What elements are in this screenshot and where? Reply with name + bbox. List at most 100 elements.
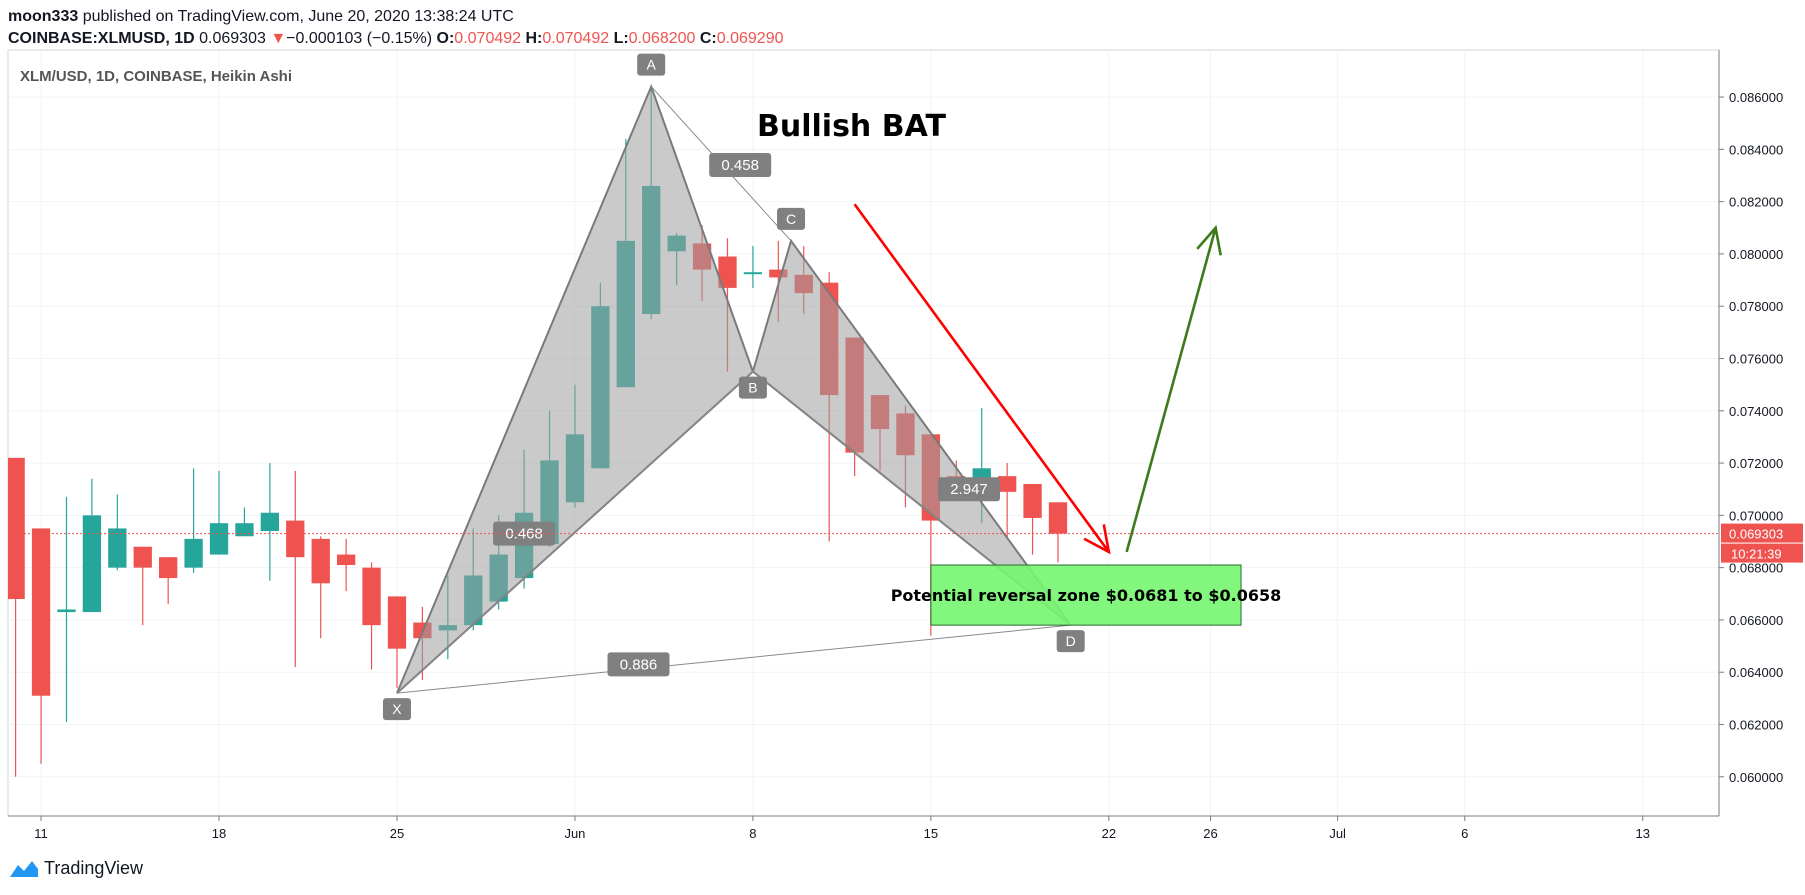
- candle-body: [336, 554, 356, 566]
- point-label-box[interactable]: [382, 698, 411, 721]
- down-arrow-icon: ▼: [270, 30, 287, 47]
- point-label-box[interactable]: [777, 207, 806, 230]
- price-tick-label: 0.060000: [1729, 770, 1783, 785]
- pattern-ratio-line: [396, 371, 754, 694]
- symbol-name: COINBASE:XLMUSD, 1D: [8, 30, 195, 47]
- footer: TradingView: [8, 858, 143, 879]
- brand-name[interactable]: TradingView: [44, 858, 144, 878]
- price-tick-label: 0.064000: [1729, 665, 1783, 680]
- reversal-zone[interactable]: [930, 564, 1242, 626]
- time-tick-label: 11: [34, 826, 48, 841]
- candle-body: [718, 256, 737, 288]
- pattern-title: Bullish BAT: [757, 109, 946, 144]
- point-label-box[interactable]: [1056, 630, 1085, 653]
- price-tick-label: 0.070000: [1729, 508, 1783, 523]
- ratio-label: 0.886: [620, 656, 658, 673]
- price-tick-label: 0.066000: [1729, 613, 1783, 628]
- countdown-label: 10:21:39: [1731, 547, 1782, 562]
- time-tick-label: 8: [749, 826, 756, 841]
- time-tick-label: 6: [1461, 826, 1468, 841]
- ratio-label: 0.468: [505, 526, 543, 543]
- candle-body: [159, 557, 178, 579]
- bat-pattern: X A B C D 0.458 0.468 2.947 0.886: [382, 53, 1085, 721]
- green-arrow-shaft: [1125, 227, 1217, 553]
- open-label: O:: [436, 30, 455, 47]
- candle-body: [82, 515, 102, 613]
- countdown-tag: [1721, 543, 1803, 563]
- candle-body: [133, 546, 152, 568]
- candle-body: [387, 596, 407, 649]
- point-label-box[interactable]: [637, 53, 666, 76]
- price-tick-label: 0.084000: [1729, 142, 1783, 157]
- close-value: 0.069290: [716, 30, 784, 47]
- author-name[interactable]: moon333: [8, 8, 79, 25]
- red-arrow-head: [1083, 524, 1111, 555]
- candle-body: [997, 476, 1017, 492]
- ratio-label: 2.947: [950, 481, 988, 498]
- price-change: −0.000103 (−0.15%): [286, 30, 433, 47]
- candle-body: [31, 528, 51, 696]
- tradingview-logo-icon[interactable]: [8, 859, 40, 879]
- candle-body: [184, 538, 203, 568]
- candle-body: [260, 512, 280, 532]
- price-tick-label: 0.074000: [1729, 404, 1783, 419]
- candle-body: [8, 457, 25, 600]
- ratio-label: 0.458: [721, 157, 759, 174]
- ratio-label-box[interactable]: [607, 652, 670, 677]
- symbol-line: COINBASE:XLMUSD, 1D 0.069303 ▼−0.000103 …: [8, 28, 783, 50]
- candle-body: [235, 523, 254, 537]
- price-tick-label: 0.080000: [1729, 247, 1783, 262]
- price-tick-label: 0.078000: [1729, 299, 1783, 314]
- last-price-tag: [1721, 523, 1803, 543]
- low-label: L:: [613, 30, 629, 47]
- candle-body: [1048, 502, 1068, 534]
- candle-body: [311, 538, 330, 584]
- price-tick-label: 0.076000: [1729, 351, 1783, 366]
- candle-body: [743, 272, 763, 275]
- time-tick-label: 25: [390, 826, 404, 841]
- price-tick-label: 0.062000: [1729, 717, 1783, 732]
- grid: [8, 50, 1719, 816]
- candle-body: [209, 523, 229, 555]
- point-label-a: A: [647, 57, 657, 73]
- candle-body: [57, 609, 76, 613]
- high-value: 0.070492: [542, 30, 610, 47]
- ratio-label-box[interactable]: [938, 477, 1001, 502]
- point-label-x: X: [392, 701, 402, 717]
- published-text: published on TradingView.com, June 20, 2…: [82, 8, 514, 25]
- low-value: 0.068200: [628, 30, 696, 47]
- chart-title: XLM/USD, 1D, COINBASE, Heikin Ashi: [20, 68, 292, 85]
- price-tick-label: 0.086000: [1729, 90, 1783, 105]
- point-label-b: B: [748, 380, 757, 396]
- price-tick-label: 0.082000: [1729, 195, 1783, 210]
- point-label-c: C: [786, 211, 796, 227]
- chart-header: moon333 published on TradingView.com, Ju…: [8, 6, 783, 50]
- close-label: C:: [699, 30, 717, 47]
- time-tick-label: 18: [212, 826, 226, 841]
- candle-body: [108, 528, 127, 568]
- point-label-box[interactable]: [738, 376, 767, 399]
- open-value: 0.070492: [454, 30, 522, 47]
- ratio-label-box[interactable]: [709, 153, 772, 178]
- time-axis[interactable]: 11 18 25 Jun 8 15 22 26 Jul 6 13: [8, 815, 1719, 841]
- time-tick-label: Jun: [564, 826, 585, 841]
- high-label: H:: [525, 30, 543, 47]
- reversal-zone-label: Potential reversal zone $0.0681 to $0.06…: [891, 586, 1282, 605]
- candle-body: [1023, 483, 1042, 518]
- time-tick-label: 13: [1635, 826, 1649, 841]
- time-tick-label: 15: [924, 826, 938, 841]
- price-tick-label: 0.072000: [1729, 456, 1783, 471]
- pattern-ratio-line: [396, 624, 1071, 694]
- time-tick-label: 26: [1203, 826, 1217, 841]
- current-price: 0.069303: [199, 30, 266, 47]
- candle-body: [362, 567, 381, 626]
- last-price-label: 0.069303: [1729, 527, 1783, 542]
- candle-body: [769, 269, 788, 278]
- candle-body: [286, 520, 305, 558]
- price-tick-label: 0.068000: [1729, 561, 1783, 576]
- publish-line: moon333 published on TradingView.com, Ju…: [8, 6, 783, 28]
- price-axis[interactable]: 0.086000 0.084000 0.082000 0.080000 0.078000…: [1718, 50, 1803, 816]
- overlay: Potential reversal zone $0.0681 to $0.06…: [8, 203, 1719, 626]
- red-arrow-shaft: [853, 203, 1110, 553]
